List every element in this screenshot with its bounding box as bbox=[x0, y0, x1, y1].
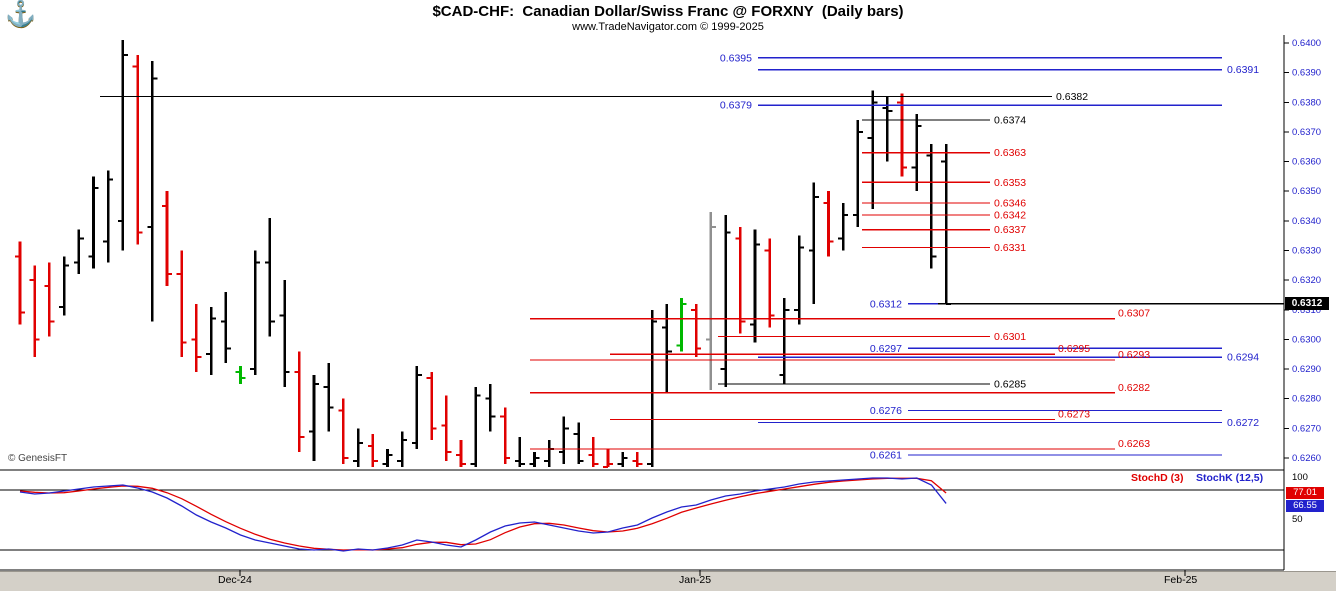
y-axis-price-label: 0.6270 bbox=[1292, 423, 1321, 434]
level-price-label: 0.6301 bbox=[994, 331, 1026, 343]
level-price-label: 0.6297 bbox=[870, 343, 902, 355]
level-price-label: 0.6307 bbox=[1118, 308, 1150, 320]
y-axis-price-label: 0.6340 bbox=[1292, 216, 1321, 227]
level-price-label: 0.6363 bbox=[994, 147, 1026, 159]
x-axis-strip bbox=[0, 571, 1336, 591]
level-price-label: 0.6391 bbox=[1227, 64, 1259, 76]
level-price-label: 0.6342 bbox=[994, 209, 1026, 221]
y-axis-price-label: 0.6310 bbox=[1292, 305, 1321, 316]
x-axis-label-feb25: Feb-25 bbox=[1164, 574, 1198, 586]
level-price-label: 0.6263 bbox=[1118, 438, 1150, 450]
level-price-label: 0.6337 bbox=[994, 224, 1026, 236]
level-price-label: 0.6282 bbox=[1118, 382, 1150, 394]
level-price-label: 0.6261 bbox=[870, 449, 902, 461]
level-price-label: 0.6331 bbox=[994, 242, 1026, 254]
level-price-label: 0.6295 bbox=[1058, 343, 1090, 355]
level-price-label: 0.6346 bbox=[994, 198, 1026, 210]
level-price-label: 0.6273 bbox=[1058, 408, 1090, 420]
stochd-value-box: 77.01 bbox=[1286, 487, 1324, 499]
stochd-legend-label[interactable]: StochD (3) bbox=[1131, 472, 1184, 484]
level-price-label: 0.6293 bbox=[1118, 349, 1150, 361]
y-axis-price-label: 0.6360 bbox=[1292, 157, 1321, 168]
stochk-line bbox=[19, 477, 947, 552]
level-price-label: 0.6382 bbox=[1056, 91, 1088, 103]
y-axis-price-label: 0.6300 bbox=[1292, 334, 1321, 345]
y-axis-price-label: 0.6370 bbox=[1292, 127, 1321, 138]
x-axis-label-dec24: Dec-24 bbox=[218, 574, 252, 586]
stochk-value-box: 66.55 bbox=[1286, 500, 1324, 512]
stoch-axis-label-100: 100 bbox=[1292, 472, 1308, 483]
level-price-label: 0.6374 bbox=[994, 115, 1026, 127]
level-price-label: 0.6285 bbox=[994, 378, 1026, 390]
y-axis-price-label: 0.6390 bbox=[1292, 68, 1321, 79]
y-axis-price-label: 0.6290 bbox=[1292, 364, 1321, 375]
chart-subtitle: www.TradeNavigator.com © 1999-2025 bbox=[572, 21, 764, 33]
stochk-legend-label[interactable]: StochK (12,5) bbox=[1196, 472, 1264, 484]
x-axis-label-jan25: Jan-25 bbox=[679, 574, 712, 586]
level-price-label: 0.6353 bbox=[994, 177, 1026, 189]
y-axis-price-label: 0.6320 bbox=[1292, 275, 1321, 286]
y-axis-price-label: 0.6260 bbox=[1292, 453, 1321, 464]
level-price-label: 0.6276 bbox=[870, 405, 902, 417]
level-price-label: 0.6395 bbox=[720, 52, 752, 64]
stoch-axis-label-50: 50 bbox=[1292, 514, 1303, 525]
level-price-label: 0.6312 bbox=[870, 298, 902, 310]
genesis-anchor-logo-icon: ⚓ bbox=[5, 0, 37, 28]
y-axis-price-label: 0.6400 bbox=[1292, 38, 1321, 49]
level-price-label: 0.6272 bbox=[1227, 417, 1259, 429]
level-price-label: 0.6294 bbox=[1227, 352, 1259, 364]
y-axis-price-label: 0.6350 bbox=[1292, 186, 1321, 197]
stochd-line bbox=[19, 477, 947, 551]
genesis-watermark: © GenesisFT bbox=[8, 453, 68, 464]
y-axis-price-label: 0.6380 bbox=[1292, 97, 1321, 108]
y-axis-price-label: 0.6330 bbox=[1292, 245, 1321, 256]
current-price-box: 0.6312 bbox=[1285, 297, 1329, 310]
y-axis-price-label: 0.6280 bbox=[1292, 394, 1321, 405]
level-price-label: 0.6379 bbox=[720, 100, 752, 112]
chart-title: $CAD-CHF: Canadian Dollar/Swiss Franc @ … bbox=[432, 3, 904, 20]
